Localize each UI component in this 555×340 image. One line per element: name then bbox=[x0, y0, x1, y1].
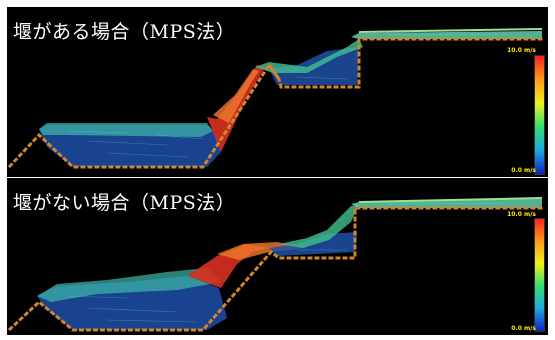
lower-basin-surface bbox=[39, 123, 213, 137]
colorbar-min-label: 0.0 m/s bbox=[511, 325, 536, 332]
mid-pool-surface bbox=[279, 204, 359, 248]
upper-channel-surface bbox=[358, 197, 543, 203]
particle-texture bbox=[66, 33, 508, 158]
channel-wall bbox=[7, 206, 543, 332]
upper-channel-water bbox=[351, 31, 542, 39]
particle-texture bbox=[66, 202, 508, 323]
weir-wall bbox=[267, 64, 281, 80]
weir-pool-surface bbox=[255, 39, 363, 73]
colorbar-min-label: 0.0 m/s bbox=[511, 167, 536, 174]
colorbar-max-label: 10.0 m/s bbox=[507, 211, 536, 218]
velocity-colorbar bbox=[534, 218, 545, 332]
simulation-canvas-without-weir bbox=[7, 197, 543, 332]
slope-flow-edge bbox=[213, 69, 259, 123]
simulation-panel-with-weir: 堰がある場合（MPS法） 10.0 m/s 0.0 m/s bbox=[7, 7, 548, 177]
lower-basin-surface bbox=[37, 268, 221, 302]
upper-channel-water bbox=[351, 198, 542, 208]
velocity-colorbar bbox=[534, 55, 545, 175]
simulation-panel-without-weir: 堰がない場合（MPS法） 10.0 m/s 0.0 m/s bbox=[7, 178, 548, 335]
simulation-canvas-with-weir bbox=[7, 28, 543, 169]
panel-title: 堰がない場合（MPS法） bbox=[13, 192, 236, 214]
colorbar-max-label: 10.0 m/s bbox=[507, 47, 536, 54]
upper-channel-surface bbox=[358, 28, 543, 33]
panel-title: 堰がある場合（MPS法） bbox=[13, 21, 236, 43]
